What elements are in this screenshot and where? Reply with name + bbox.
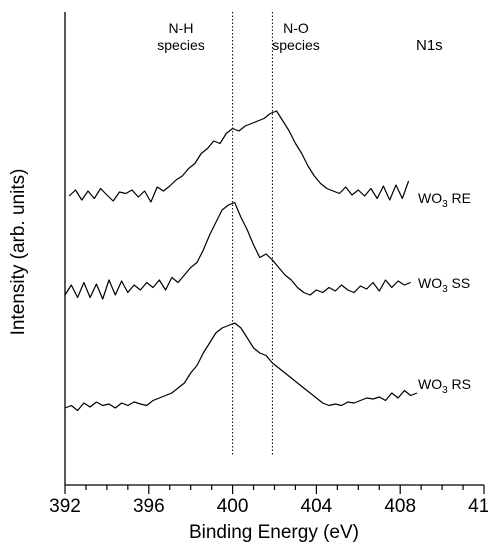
annotation-line1: N-O	[283, 20, 309, 36]
series-label: WO3 RE	[418, 190, 471, 210]
x-tick-label: 404	[301, 496, 333, 517]
series-labels: WO3 RE WO3 SS WO3 RS	[418, 190, 471, 396]
annotation-line2: species	[157, 37, 204, 53]
annotation-line1: N-H	[169, 20, 194, 36]
x-tick-label: 408	[384, 496, 416, 517]
panel-label: N1s	[416, 37, 443, 54]
series-label: WO3 SS	[418, 275, 470, 295]
x-axis-title: Binding Energy (eV)	[189, 522, 359, 543]
x-tick-label: 412	[468, 496, 488, 517]
y-axis-title: Intensity (arb. units)	[8, 169, 29, 336]
x-tick-label: 396	[133, 496, 165, 517]
series-line	[64, 322, 418, 412]
series-line	[68, 110, 410, 203]
reference-markers	[232, 12, 273, 456]
x-axis-tick-labels: 392 396 400 404 408 412	[49, 496, 488, 517]
x-tick-label: 400	[217, 496, 249, 517]
x-tick-label: 392	[49, 496, 81, 517]
x-axis-ticks	[64, 485, 485, 494]
series-lines	[64, 110, 418, 412]
series-line	[64, 201, 411, 300]
series-label: WO3 RS	[418, 376, 471, 396]
annotation-line2: species	[272, 37, 319, 53]
